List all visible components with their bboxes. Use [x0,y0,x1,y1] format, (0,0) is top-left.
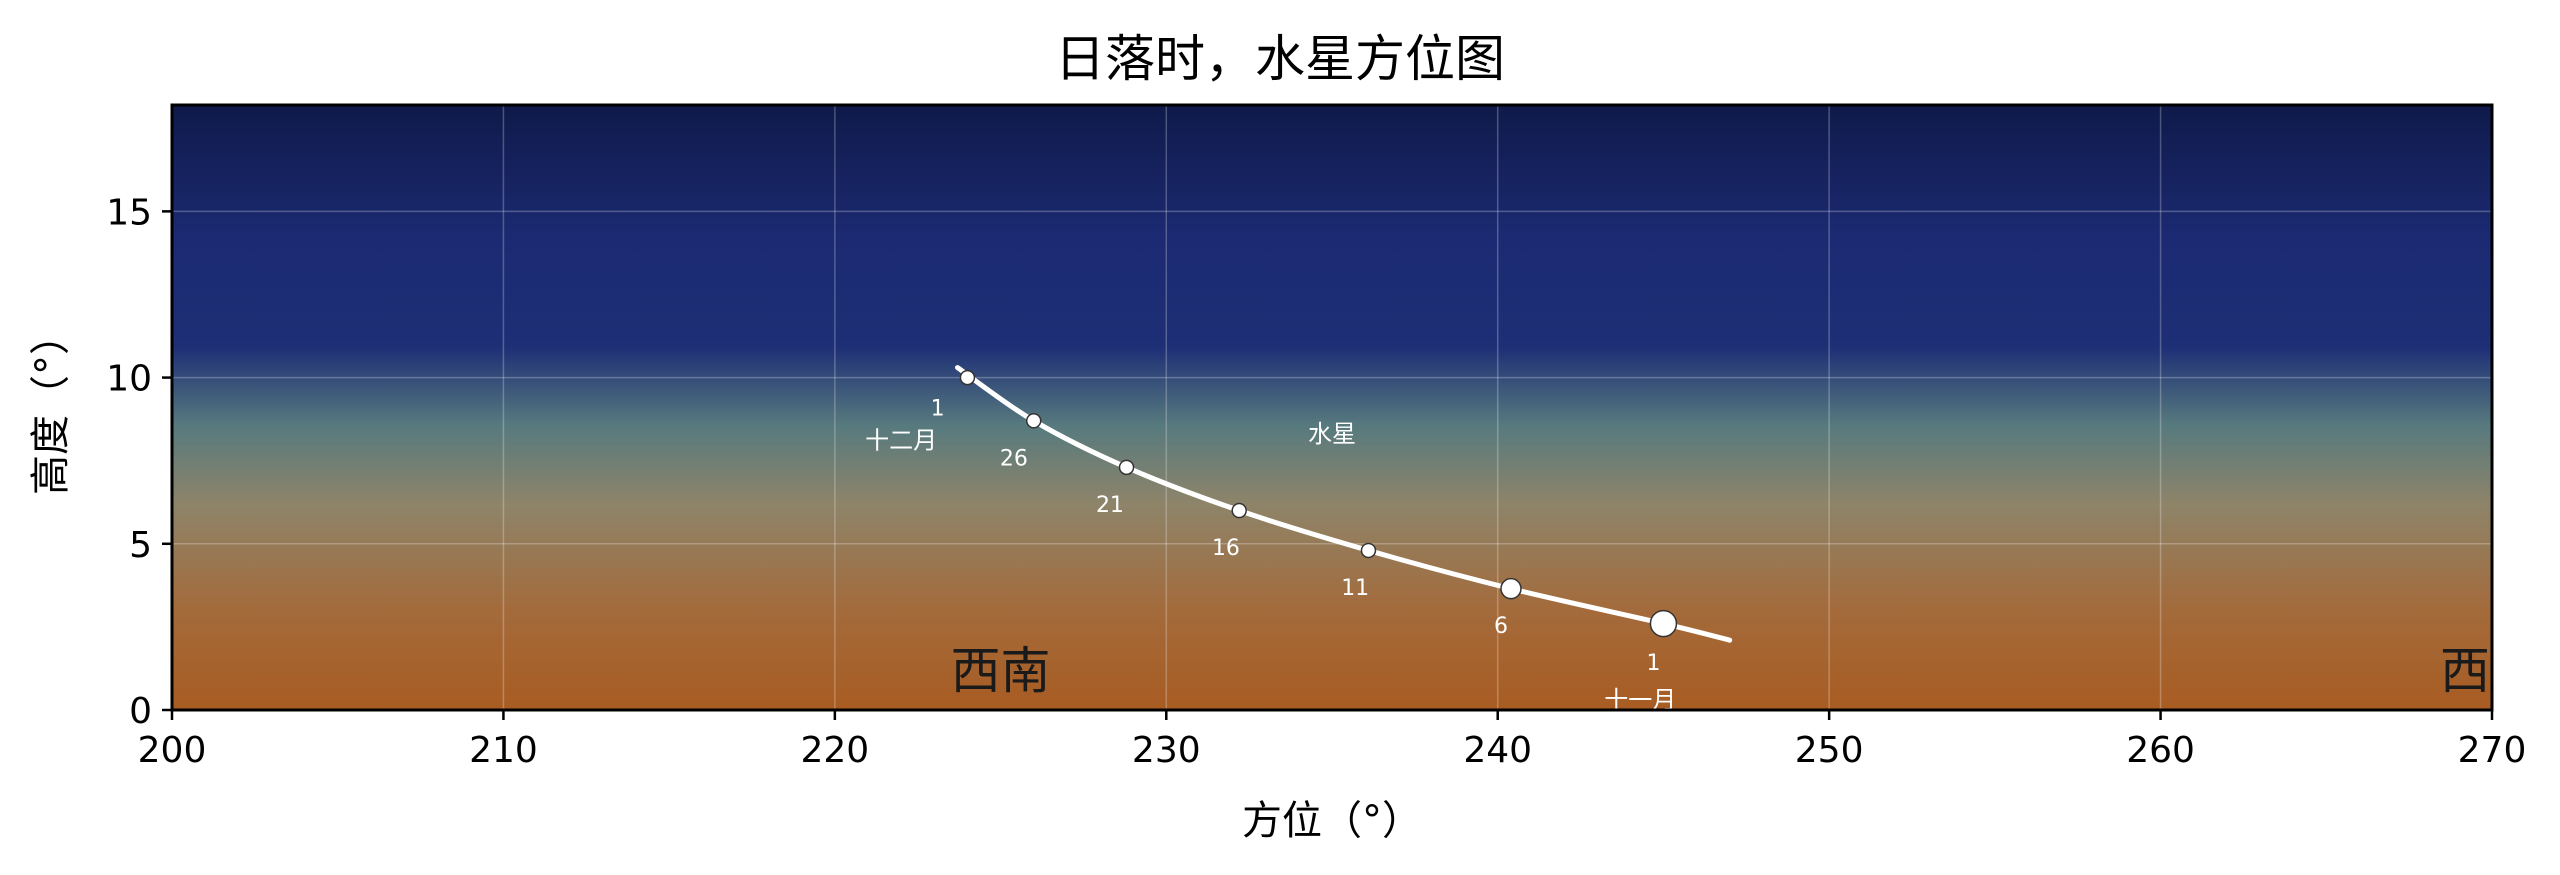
x-tick-label: 260 [2126,730,2195,771]
day-label: 26 [1000,446,1028,471]
compass-label: 西南 [951,642,1051,700]
y-tick-label: 15 [106,192,152,233]
position-marker [1500,577,1522,600]
day-label: 1 [931,397,945,422]
y-axis-ticks: 0 5 10 15 [106,192,172,732]
mercury-track [954,365,1733,643]
sky-background [172,105,2492,710]
x-tick-label: 250 [1795,730,1864,771]
planet-label: 水星 [1308,420,1356,448]
position-marker [1360,542,1377,559]
x-tick-label: 200 [138,730,207,771]
y-tick-label: 0 [129,691,152,732]
month-label: 十二月 [865,427,937,455]
day-label: 6 [1494,614,1508,639]
y-tick-label: 5 [129,525,152,566]
day-label: 11 [1341,576,1369,601]
x-tick-label: 230 [1132,730,1201,771]
position-marker [959,369,976,386]
x-tick-label: 240 [1463,730,1532,771]
position-marker [1025,413,1042,429]
y-tick-label: 10 [106,359,152,400]
day-label: 1 [1646,651,1660,676]
x-tick-label: 270 [2458,730,2527,771]
position-marker [1231,502,1247,519]
position-marker [1649,609,1678,638]
x-tick-label: 220 [800,730,869,771]
y-axis-label: 高度（°） [28,315,74,495]
day-label: 16 [1212,536,1240,561]
x-tick-label: 210 [469,730,538,771]
plot-frame [170,103,2494,712]
day-label: 21 [1096,493,1124,518]
x-axis-ticks: 200 210 220 230 240 250 260 270 [138,710,2527,771]
position-marker [1118,459,1135,476]
chart-title: 日落时，水星方位图 [1055,30,1505,88]
annotation-labels: 16111621261十一月十二月 水星西南西 [865,397,2490,715]
mercury-track-line [954,365,1733,643]
x-axis-label: 方位（°） [1242,798,1422,844]
compass-label: 西 [2440,642,2490,700]
